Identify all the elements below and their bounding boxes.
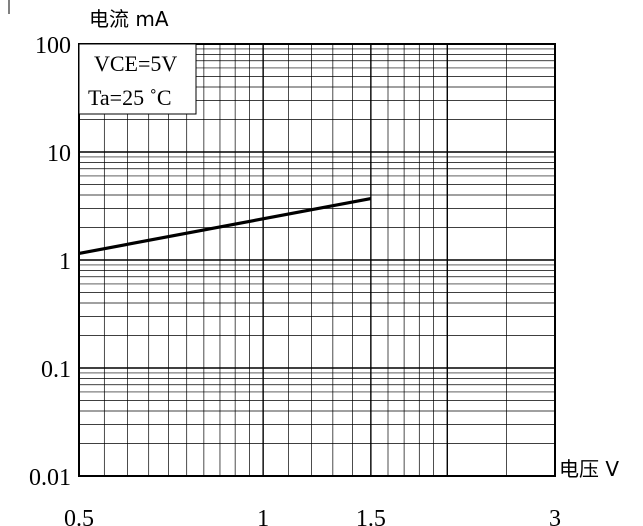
x-tick-label: 1.5 <box>356 506 386 526</box>
y-tick-label: 10 <box>47 141 71 167</box>
annotation-vce: VCE=5V <box>94 51 177 76</box>
y-axis-label: 电流 mA <box>89 7 169 31</box>
x-tick-label: 1 <box>257 506 269 526</box>
x-tick-label: 0.5 <box>64 506 94 526</box>
plot-frame <box>78 43 556 477</box>
condition-annotation-box: VCE=5V Ta=25 ˚C <box>78 43 197 115</box>
x-tick-label: 3 <box>549 506 561 526</box>
annotation-ta: Ta=25 ˚C <box>88 85 172 110</box>
y-tick-label: 0.1 <box>41 357 71 383</box>
series-line-0 <box>78 197 372 255</box>
tick-labels: 0.01 0.1 1 10 100 0.5 1 1.5 3 <box>29 33 561 526</box>
y-tick-label: 1 <box>59 249 71 275</box>
series-layer <box>78 197 372 255</box>
y-tick-label: 0.01 <box>29 465 71 491</box>
annotation-box-frame <box>78 43 197 115</box>
x-axis-label: 电压 V <box>559 457 619 481</box>
y-tick-label: 100 <box>35 33 71 59</box>
chart-grid <box>79 44 555 476</box>
